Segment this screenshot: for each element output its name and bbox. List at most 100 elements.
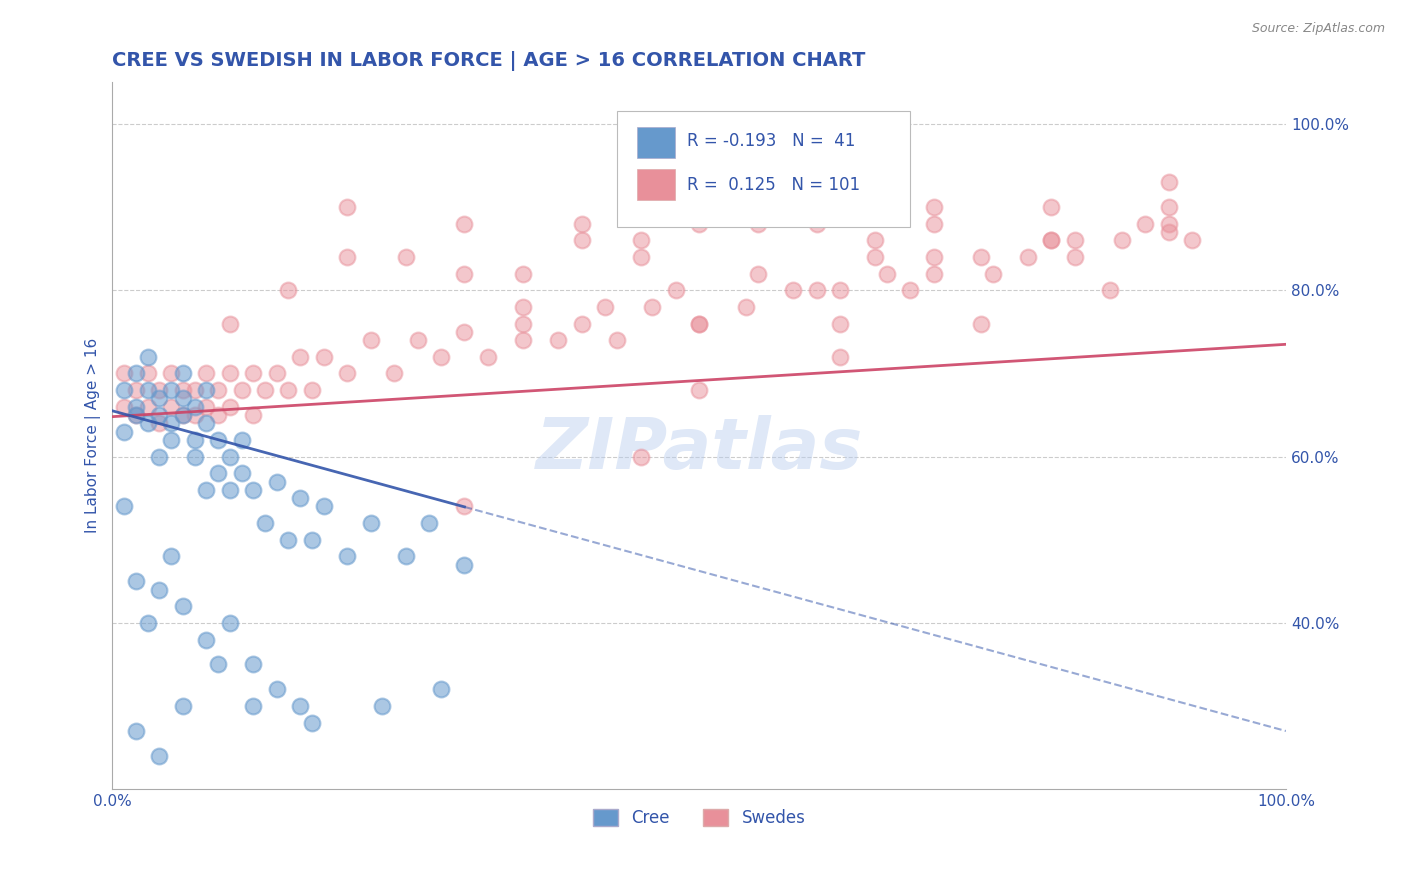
Point [266, 367, 288, 381]
Point [453, 558, 475, 572]
Point [160, 417, 183, 431]
Point [112, 400, 135, 414]
Point [970, 317, 993, 331]
Point [900, 283, 922, 297]
Point [371, 699, 394, 714]
Point [688, 217, 710, 231]
Text: R = -0.193   N =  41: R = -0.193 N = 41 [688, 132, 856, 150]
Point [606, 333, 628, 347]
Point [547, 333, 569, 347]
Point [172, 367, 194, 381]
Point [218, 483, 240, 497]
Text: CREE VS SWEDISH IN LABOR FORCE | AGE > 16 CORRELATION CHART: CREE VS SWEDISH IN LABOR FORCE | AGE > 1… [112, 51, 866, 70]
Point [277, 533, 299, 547]
Point [125, 408, 148, 422]
Point [747, 217, 769, 231]
Point [172, 599, 194, 614]
Point [125, 383, 148, 397]
Point [1040, 233, 1063, 247]
Point [1017, 250, 1039, 264]
Point [688, 383, 710, 397]
Point [735, 300, 758, 314]
Point [125, 574, 148, 589]
Point [136, 417, 159, 431]
Point [1040, 233, 1063, 247]
Point [136, 367, 159, 381]
Point [806, 217, 828, 231]
Point [630, 250, 652, 264]
Point [253, 383, 276, 397]
Bar [637, 169, 675, 201]
Bar [637, 127, 675, 158]
Point [160, 367, 183, 381]
Point [1040, 200, 1063, 214]
Point [160, 383, 183, 397]
Point [172, 699, 194, 714]
Point [207, 408, 229, 422]
Point [207, 433, 229, 447]
Point [231, 433, 253, 447]
Point [266, 475, 288, 489]
Point [453, 217, 475, 231]
Point [148, 450, 170, 464]
Point [266, 682, 288, 697]
Point [453, 500, 475, 514]
Point [183, 433, 205, 447]
Point [970, 250, 993, 264]
Point [148, 417, 170, 431]
Point [512, 267, 534, 281]
Point [242, 367, 264, 381]
Point [160, 400, 183, 414]
Point [922, 267, 945, 281]
Point [1157, 225, 1180, 239]
Point [183, 383, 205, 397]
Point [148, 582, 170, 597]
Point [806, 184, 828, 198]
Text: ZIPatlas: ZIPatlas [536, 416, 863, 484]
Legend: Cree, Swedes: Cree, Swedes [586, 803, 813, 834]
Point [218, 615, 240, 630]
Point [218, 450, 240, 464]
Point [641, 300, 664, 314]
Point [1181, 233, 1204, 247]
Point [747, 200, 769, 214]
Point [453, 267, 475, 281]
Point [172, 392, 194, 406]
Point [112, 383, 135, 397]
Point [148, 383, 170, 397]
Point [312, 350, 335, 364]
Point [665, 283, 688, 297]
Point [922, 200, 945, 214]
Point [512, 317, 534, 331]
Point [981, 267, 1004, 281]
Point [630, 233, 652, 247]
Point [242, 699, 264, 714]
Point [160, 433, 183, 447]
Point [183, 408, 205, 422]
Point [125, 400, 148, 414]
Point [336, 250, 359, 264]
Point [453, 325, 475, 339]
Point [336, 549, 359, 564]
Point [1133, 217, 1156, 231]
Point [148, 748, 170, 763]
Point [136, 350, 159, 364]
Point [360, 333, 382, 347]
Point [207, 383, 229, 397]
Point [195, 383, 218, 397]
Point [382, 367, 405, 381]
Point [195, 483, 218, 497]
Point [242, 657, 264, 672]
Point [430, 682, 453, 697]
Point [277, 383, 299, 397]
Point [136, 615, 159, 630]
Point [688, 317, 710, 331]
Point [301, 383, 323, 397]
Point [218, 317, 240, 331]
Point [125, 408, 148, 422]
Point [406, 333, 429, 347]
Point [160, 549, 183, 564]
Point [863, 250, 886, 264]
Point [571, 217, 593, 231]
Point [747, 267, 769, 281]
